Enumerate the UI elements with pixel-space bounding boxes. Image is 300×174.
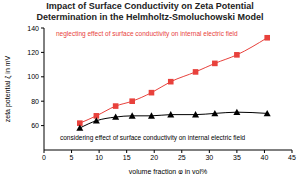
svg-text:zeta potential ζ in mV: zeta potential ζ in mV [8, 55, 12, 122]
svg-text:60: 60 [31, 122, 39, 129]
svg-text:45: 45 [288, 154, 292, 161]
svg-text:120: 120 [27, 49, 39, 56]
svg-text:140: 140 [27, 26, 39, 31]
svg-text:30: 30 [205, 154, 213, 161]
html-text:Impact of Surface Conductivity: Impact of Surface Conductivity on Zeta P… [36, 1, 264, 22]
svg-text:10: 10 [95, 154, 103, 161]
svg-text:volume fraction φ in vol%: volume fraction φ in vol% [129, 168, 207, 174]
html-text:neglecting effect of surface c: neglecting effect of surface conductivit… [56, 30, 238, 37]
svg-text:0: 0 [42, 154, 46, 161]
svg-text:80: 80 [31, 98, 39, 105]
svg-text:35: 35 [233, 154, 241, 161]
svg-text:15: 15 [123, 154, 131, 161]
svg-text:40: 40 [261, 154, 269, 161]
svg-text:20: 20 [150, 154, 158, 161]
svg-text:100: 100 [27, 73, 39, 80]
html-text:considering effect of surface: considering effect of surface conductivi… [60, 134, 246, 141]
svg-text:5: 5 [70, 154, 74, 161]
svg-text:25: 25 [178, 154, 186, 161]
